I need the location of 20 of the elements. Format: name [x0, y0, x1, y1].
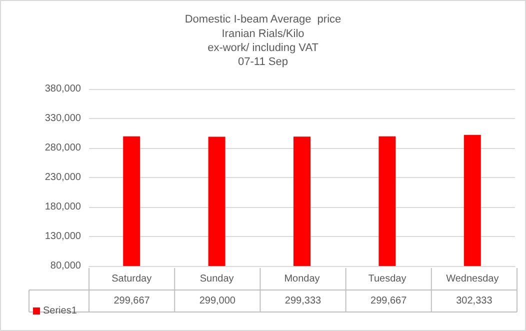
y-tick-label: 280,000: [44, 142, 82, 154]
data-label: 302,333: [456, 296, 493, 306]
x-tick-label: Saturday: [112, 274, 152, 284]
data-label: 299,000: [199, 296, 236, 306]
y-tick-label: 230,000: [44, 172, 82, 183]
data-label: 299,333: [284, 296, 322, 306]
legend-label: Series1: [43, 306, 78, 316]
x-tick-label: Monday: [284, 274, 320, 284]
data-label: 299,667: [370, 296, 408, 306]
chart-subtitle: Iranian Rials/Kilo ex-work/ including VAT 07-11 Sep: [208, 28, 319, 68]
y-tick-label: 380,000: [44, 84, 82, 94]
chart-title: Domestic I-beam Average price: [184, 14, 342, 26]
x-tick-label: Wednesday: [446, 274, 499, 284]
x-tick-label: Tuesday: [368, 274, 406, 284]
data-label: 299,667: [114, 296, 150, 306]
y-tick-label: 180,000: [44, 202, 82, 212]
y-tick-label: 330,000: [44, 113, 82, 124]
x-tick-label: Sunday: [200, 274, 234, 284]
y-tick-label: 80,000: [50, 260, 82, 272]
y-tick-label: 130,000: [44, 231, 82, 242]
